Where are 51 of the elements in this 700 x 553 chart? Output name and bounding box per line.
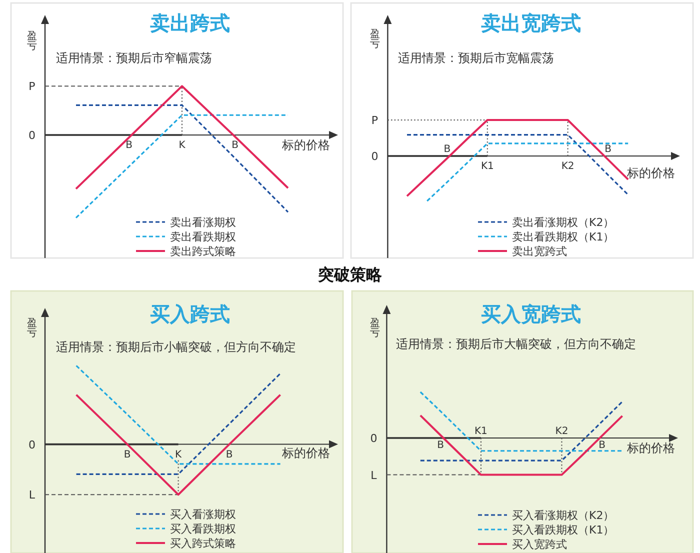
ref-line-label: P [371, 114, 378, 127]
x-tick-label: K1 [474, 426, 488, 437]
text: 突破策略 [317, 265, 383, 284]
legend-label: 买入跨式策略 [170, 537, 236, 550]
x-axis-title: 标的价格 [281, 138, 330, 152]
chart-title: 卖出宽跨式 [481, 11, 581, 35]
legend-label: 买入看涨期权 [170, 508, 236, 521]
chart-title: 买入跨式 [150, 302, 230, 326]
x-tick-label: B [444, 144, 451, 155]
ref-line-label: 0 [371, 150, 378, 163]
legend-label: 卖出宽跨式 [512, 245, 567, 258]
x-tick-label: K1 [480, 161, 494, 172]
legend-label: 卖出看涨期权（K2） [512, 216, 614, 229]
y-axis-title: 盈亏 [27, 31, 37, 52]
ref-line-label: P [28, 80, 36, 94]
x-tick-label: B [226, 449, 233, 460]
legend-label: 卖出看涨期权 [170, 216, 236, 229]
ref-line-label: 0 [28, 129, 36, 142]
x-axis-title: 标的价格 [626, 166, 675, 180]
chart-subtitle: 适用情景：预期后市大幅突破，但方向不确定 [396, 337, 636, 351]
ref-line-label: L [370, 468, 378, 482]
x-tick-label: B [124, 449, 131, 460]
chart-subtitle: 适用情景：预期后市宽幅震荡 [398, 51, 554, 65]
x-tick-label: B [437, 440, 444, 451]
x-tick-label: K [175, 449, 182, 460]
x-tick-label: B [126, 140, 133, 151]
x-axis-title: 标的价格 [626, 441, 675, 455]
x-tick-label: K [178, 140, 186, 151]
legend-label: 卖出跨式策略 [170, 245, 236, 258]
legend-label: 卖出看跌期权（K1） [512, 230, 614, 244]
chart-subtitle: 适用情景：预期后市小幅突破，但方向不确定 [56, 340, 296, 354]
x-axis-title: 标的价格 [281, 446, 330, 460]
chart-title: 买入宽跨式 [481, 302, 581, 326]
legend-label: 买入宽跨式 [512, 538, 567, 551]
x-tick-label: B [604, 144, 612, 155]
chart-title: 卖出跨式 [150, 11, 230, 35]
x-tick-label: B [232, 140, 239, 151]
x-tick-label: K2 [561, 161, 574, 172]
y-axis-title: 盈亏 [27, 318, 37, 339]
legend-label: 买入看涨期权（K2） [512, 509, 614, 522]
legend-label: 卖出看跌期权 [170, 230, 236, 244]
ref-line-label: L [28, 488, 36, 502]
x-tick-label: B [598, 440, 606, 451]
y-axis-title: 盈亏 [370, 318, 380, 339]
x-tick-label: K2 [555, 426, 568, 437]
y-axis-title: 盈亏 [370, 29, 380, 50]
legend-label: 买入看跌期权 [170, 522, 236, 536]
chart-subtitle: 适用情景：预期后市窄幅震荡 [56, 51, 212, 65]
legend-label: 买入看跌期权（K1） [512, 524, 614, 536]
ref-line-label: 0 [370, 432, 378, 445]
ref-line-label: 0 [28, 438, 36, 452]
